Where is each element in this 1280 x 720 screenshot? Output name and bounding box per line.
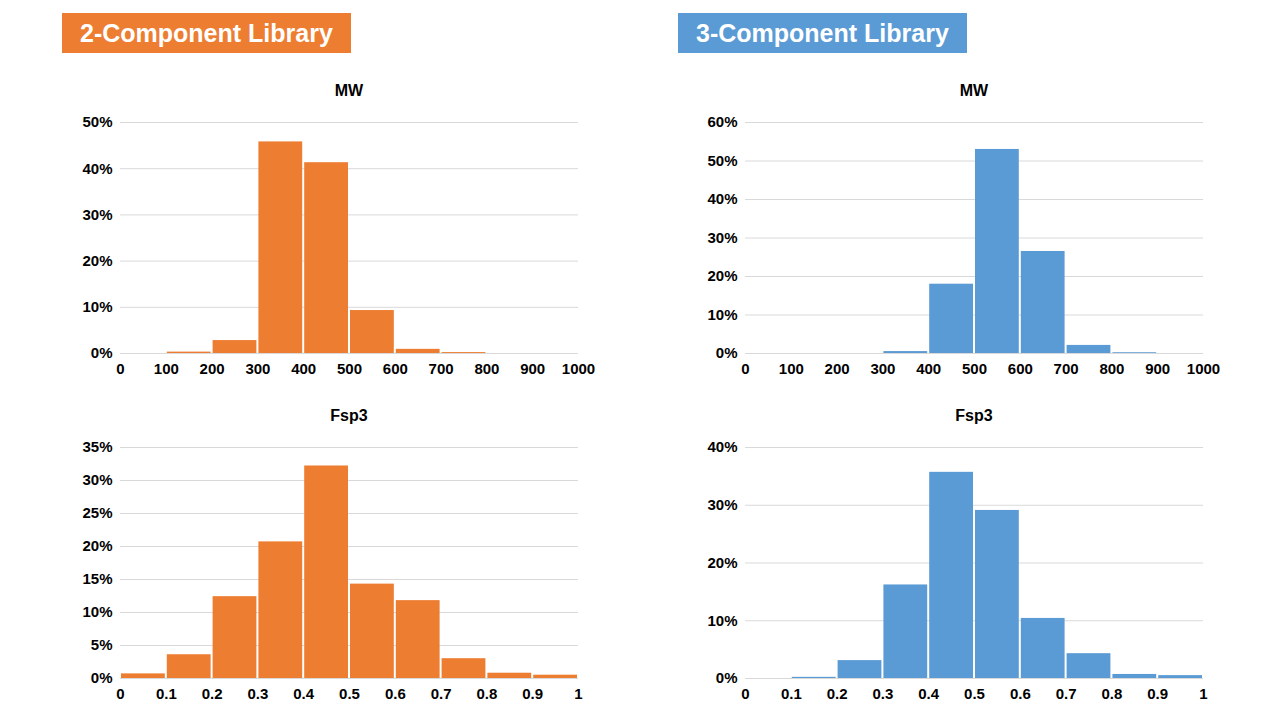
svg-text:500: 500 [337, 360, 362, 377]
html-text:2-Component Library: 2-Component Library [80, 19, 333, 47]
svg-text:0: 0 [116, 685, 124, 702]
svg-text:0%: 0% [716, 669, 738, 686]
html-text:MW: MW [959, 82, 989, 99]
svg-text:1000: 1000 [1187, 360, 1220, 377]
svg-text:0.2: 0.2 [202, 685, 223, 702]
svg-text:20%: 20% [707, 267, 737, 284]
svg-text:900: 900 [1145, 360, 1170, 377]
svg-text:0%: 0% [91, 669, 113, 686]
svg-text:30%: 30% [82, 471, 112, 488]
svg-text:0.6: 0.6 [1010, 685, 1031, 702]
svg-text:900: 900 [520, 360, 545, 377]
svg-text:50%: 50% [707, 152, 737, 169]
html-text:3-Component Library: 3-Component Library [696, 19, 949, 47]
svg-text:0.7: 0.7 [431, 685, 452, 702]
svg-text:0.4: 0.4 [918, 685, 940, 702]
svg-text:0.6: 0.6 [385, 685, 406, 702]
svg-text:60%: 60% [707, 113, 737, 130]
svg-text:20%: 20% [707, 554, 737, 571]
svg-text:0.8: 0.8 [1101, 685, 1122, 702]
svg-text:1: 1 [1199, 685, 1207, 702]
svg-text:10%: 10% [82, 298, 112, 315]
svg-text:100: 100 [779, 360, 804, 377]
svg-text:400: 400 [916, 360, 941, 377]
svg-text:40%: 40% [707, 190, 737, 207]
svg-text:400: 400 [291, 360, 316, 377]
svg-text:10%: 10% [707, 612, 737, 629]
svg-text:50%: 50% [82, 113, 112, 130]
svg-text:0.8: 0.8 [476, 685, 497, 702]
svg-text:20%: 20% [82, 252, 112, 269]
svg-text:0.2: 0.2 [827, 685, 848, 702]
svg-text:800: 800 [1099, 360, 1124, 377]
svg-text:0: 0 [741, 685, 749, 702]
svg-text:0.5: 0.5 [964, 685, 985, 702]
svg-text:40%: 40% [82, 160, 112, 177]
svg-text:0.1: 0.1 [156, 685, 177, 702]
svg-text:40%: 40% [707, 438, 737, 455]
svg-text:300: 300 [870, 360, 895, 377]
html-text:Fsp3: Fsp3 [955, 407, 993, 424]
svg-text:20%: 20% [82, 537, 112, 554]
html-text:MW: MW [334, 82, 364, 99]
svg-text:0.1: 0.1 [781, 685, 802, 702]
svg-text:100: 100 [154, 360, 179, 377]
svg-text:0.9: 0.9 [1147, 685, 1168, 702]
svg-text:700: 700 [429, 360, 454, 377]
svg-text:1: 1 [574, 685, 582, 702]
svg-text:500: 500 [962, 360, 987, 377]
svg-text:600: 600 [1008, 360, 1033, 377]
svg-text:700: 700 [1054, 360, 1079, 377]
svg-text:30%: 30% [707, 496, 737, 513]
svg-text:800: 800 [474, 360, 499, 377]
svg-text:0: 0 [741, 360, 749, 377]
svg-text:15%: 15% [82, 570, 112, 587]
svg-text:0.3: 0.3 [247, 685, 268, 702]
svg-text:0%: 0% [91, 344, 113, 361]
svg-text:0.3: 0.3 [872, 685, 893, 702]
svg-text:300: 300 [245, 360, 270, 377]
svg-text:30%: 30% [82, 206, 112, 223]
html-text:Fsp3: Fsp3 [330, 407, 368, 424]
svg-text:0.5: 0.5 [339, 685, 360, 702]
svg-text:10%: 10% [82, 603, 112, 620]
svg-text:200: 200 [200, 360, 225, 377]
svg-text:35%: 35% [82, 438, 112, 455]
svg-text:600: 600 [383, 360, 408, 377]
svg-text:25%: 25% [82, 504, 112, 521]
svg-text:0.9: 0.9 [522, 685, 543, 702]
svg-text:5%: 5% [91, 636, 113, 653]
svg-text:0%: 0% [716, 344, 738, 361]
svg-text:0: 0 [116, 360, 124, 377]
svg-text:30%: 30% [707, 229, 737, 246]
svg-text:0.7: 0.7 [1056, 685, 1077, 702]
svg-text:10%: 10% [707, 306, 737, 323]
svg-text:200: 200 [825, 360, 850, 377]
svg-text:1000: 1000 [562, 360, 595, 377]
svg-text:0.4: 0.4 [293, 685, 315, 702]
